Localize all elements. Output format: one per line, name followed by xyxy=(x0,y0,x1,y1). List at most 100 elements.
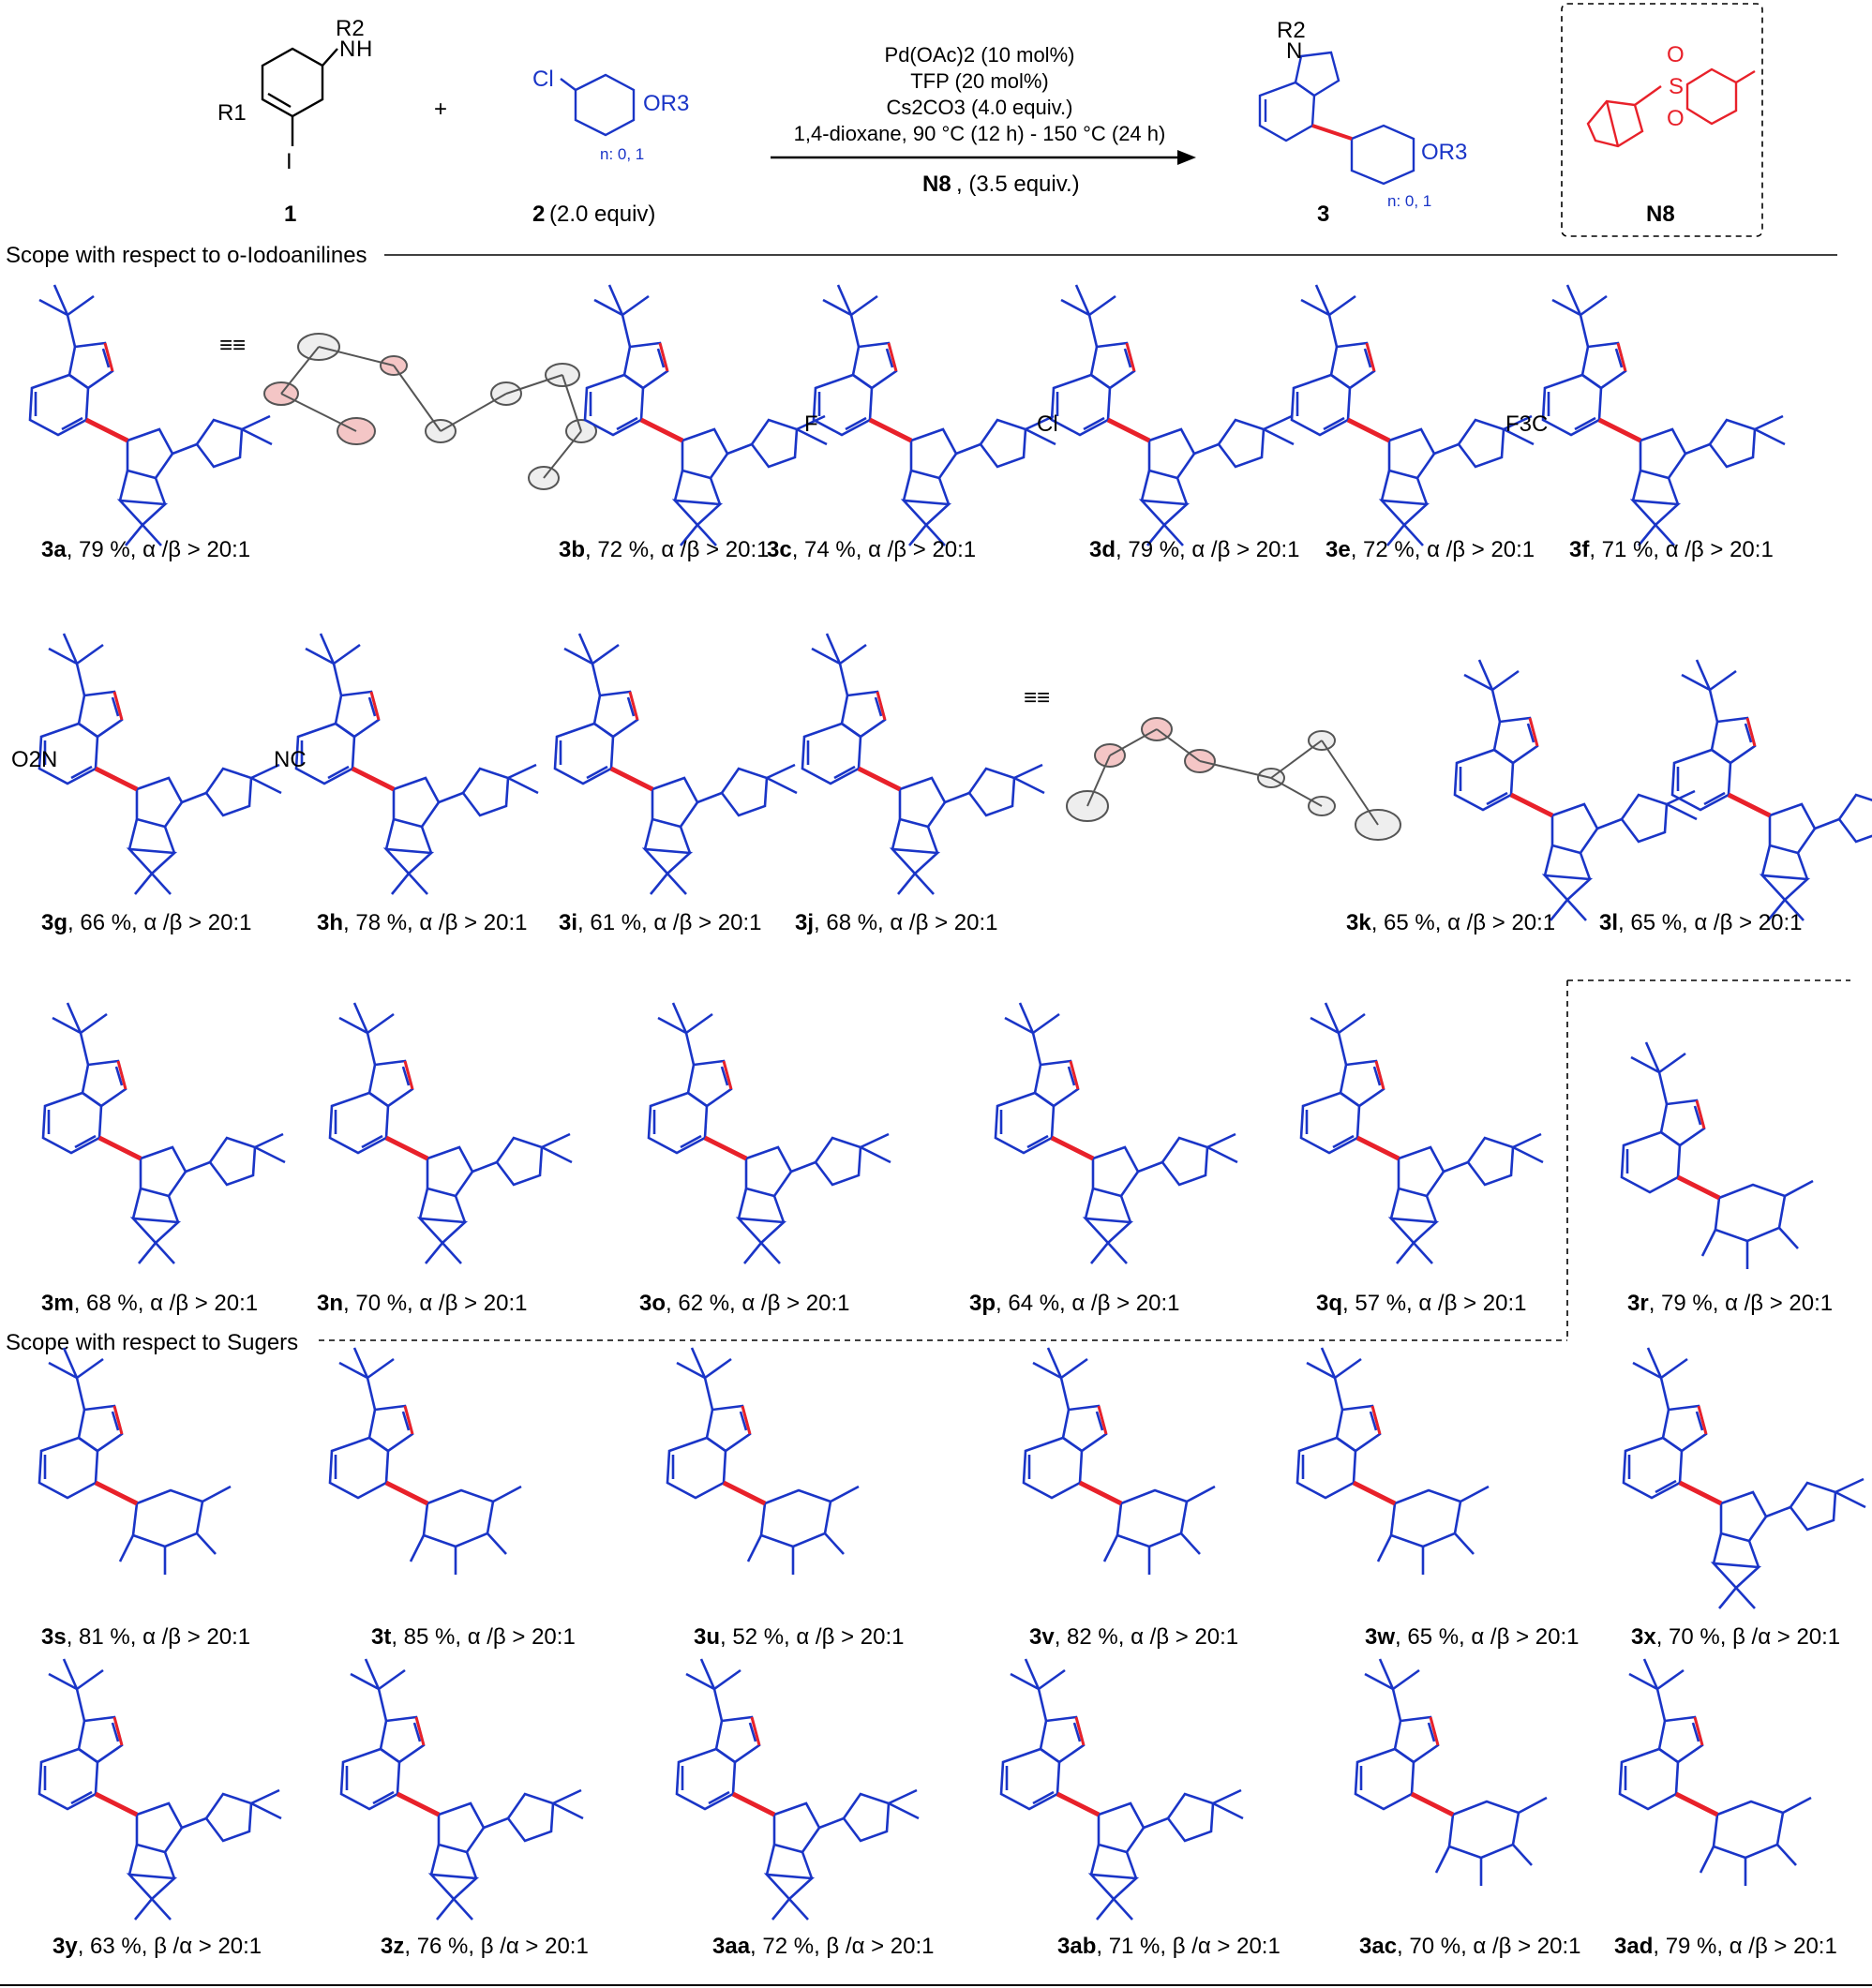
n8-structure xyxy=(1586,67,1756,148)
caption-3t: 3t, 85 %, α /β > 20:1 xyxy=(371,1624,576,1650)
caption-3c: 3c, 74 %, α /β > 20:1 xyxy=(767,537,976,562)
reagent-2-structure xyxy=(560,73,636,137)
product-3-n-range: n: 0, 1 xyxy=(1387,192,1431,210)
caption-3u: 3u, 52 %, α /β > 20:1 xyxy=(694,1624,904,1650)
caption-3z: 3z, 76 %, β /α > 20:1 xyxy=(381,1934,589,1959)
structure-3u xyxy=(667,1348,859,1575)
equiv-sign-3a: ≡≡ xyxy=(219,333,246,358)
product-3-or3: OR3 xyxy=(1421,140,1467,165)
structure-3d xyxy=(1052,285,1294,546)
caption-3n: 3n, 70 %, α /β > 20:1 xyxy=(317,1291,527,1316)
caption-3j: 3j, 68 %, α /β > 20:1 xyxy=(795,910,997,935)
structure-3m xyxy=(43,1003,285,1263)
reagent-2-equiv: (2.0 equiv) xyxy=(549,202,655,227)
caption-3d: 3d, 79 %, α /β > 20:1 xyxy=(1089,537,1299,562)
caption-3q: 3q, 57 %, α /β > 20:1 xyxy=(1316,1291,1526,1316)
structure-3n xyxy=(330,1003,572,1263)
mediator-equiv: , (3.5 equiv.) xyxy=(956,172,1080,197)
caption-3ad: 3ad, 79 %, α /β > 20:1 xyxy=(1614,1934,1837,1959)
reagent-1-label: 1 xyxy=(284,202,296,227)
substituent-3g: O2N xyxy=(11,747,57,772)
caption-3b: 3b, 72 %, α /β > 20:1 xyxy=(559,537,769,562)
substituent-3f: F3C xyxy=(1505,411,1548,437)
xray-ortep-3a xyxy=(263,333,597,490)
caption-3aa: 3aa, 72 %, β /α > 20:1 xyxy=(712,1934,935,1959)
n8-sulfur: S xyxy=(1669,74,1684,99)
caption-3y: 3y, 63 %, β /α > 20:1 xyxy=(52,1934,262,1959)
structure-3p xyxy=(996,1003,1237,1263)
product-3-label: 3 xyxy=(1317,202,1329,227)
structure-3c xyxy=(814,285,1056,546)
caption-3h: 3h, 78 %, α /β > 20:1 xyxy=(317,910,527,935)
reagent-1-iodo: I xyxy=(286,149,292,174)
structure-3g xyxy=(39,634,281,894)
caption-3f: 3f, 71 %, α /β > 20:1 xyxy=(1569,537,1774,562)
n8-label: N8 xyxy=(1646,202,1675,227)
structure-3a xyxy=(30,285,272,546)
structure-3b xyxy=(585,285,827,546)
caption-3i: 3i, 61 %, α /β > 20:1 xyxy=(559,910,761,935)
equiv-sign-3j: ≡≡ xyxy=(1024,685,1050,710)
caption-3a: 3a, 79 %, α /β > 20:1 xyxy=(41,537,250,562)
reagent-2-cl: Cl xyxy=(532,67,554,92)
structure-3v xyxy=(1024,1348,1215,1575)
structure-3f xyxy=(1543,285,1785,546)
reagent-1-r1: R1 xyxy=(217,100,247,126)
caption-3ab: 3ab, 71 %, β /α > 20:1 xyxy=(1057,1934,1280,1959)
product-3-n: N xyxy=(1286,38,1302,64)
mediator-id: N8 xyxy=(922,172,951,197)
reagent-2-n: n: 0, 1 xyxy=(600,145,644,163)
structure-3e xyxy=(1292,285,1534,546)
reagent-1-nh-label: N xyxy=(339,37,355,62)
structure-3x xyxy=(1624,1348,1865,1608)
caption-3l: 3l, 65 %, α /β > 20:1 xyxy=(1599,910,1802,935)
section-title-iodoanilines: Scope with respect to o-Iodoanilines xyxy=(6,243,367,268)
structure-3q xyxy=(1301,1003,1543,1263)
substituent-3d: Cl xyxy=(1037,411,1058,437)
structure-3k xyxy=(1455,660,1697,920)
structure-3t xyxy=(330,1348,521,1575)
caption-3ac: 3ac, 70 %, α /β > 20:1 xyxy=(1359,1934,1581,1959)
caption-3v: 3v, 82 %, α /β > 20:1 xyxy=(1029,1624,1238,1650)
substituent-3c: F xyxy=(804,411,818,437)
structure-3l xyxy=(1672,660,1872,920)
structure-3y xyxy=(39,1659,281,1920)
reagent-2-label: 2 xyxy=(532,202,545,227)
structure-3h xyxy=(296,634,538,894)
caption-3x: 3x, 70 %, β /α > 20:1 xyxy=(1631,1624,1840,1650)
reagent-2-or3: OR3 xyxy=(643,91,689,116)
structure-3o xyxy=(649,1003,891,1263)
reagent-1-structure xyxy=(261,47,338,146)
structure-3i xyxy=(555,634,797,894)
n8-oxygen-2: O xyxy=(1667,106,1685,131)
product-3-new-bond xyxy=(1311,124,1353,141)
structure-3z xyxy=(341,1659,583,1920)
n8-box xyxy=(1561,3,1763,237)
structure-3ab xyxy=(1001,1659,1243,1920)
condition-solvent: 1,4-dioxane, 90 °C (12 h) - 150 °C (24 h… xyxy=(794,122,1166,145)
condition-catalyst: Pd(OAc)2 (10 mol%) xyxy=(885,43,1075,67)
structure-3aa xyxy=(677,1659,919,1920)
reagent-1-nh-h: H xyxy=(356,37,372,62)
substituent-3h: NC xyxy=(274,747,307,772)
caption-3m: 3m, 68 %, α /β > 20:1 xyxy=(41,1291,258,1316)
caption-3p: 3p, 64 %, α /β > 20:1 xyxy=(969,1291,1179,1316)
product-3-structure xyxy=(1258,51,1415,186)
caption-3o: 3o, 62 %, α /β > 20:1 xyxy=(639,1291,849,1316)
product-3-r2: R2 xyxy=(1277,18,1306,43)
n8-oxygen-1: O xyxy=(1667,42,1685,67)
caption-3e: 3e, 72 %, α /β > 20:1 xyxy=(1325,537,1535,562)
structure-3r xyxy=(1622,1042,1813,1269)
structure-3j xyxy=(802,634,1044,894)
caption-3s: 3s, 81 %, α /β > 20:1 xyxy=(41,1624,250,1650)
plus-sign: + xyxy=(434,97,447,122)
caption-3g: 3g, 66 %, α /β > 20:1 xyxy=(41,910,251,935)
xray-ortep-3j xyxy=(1066,717,1401,841)
caption-3r: 3r, 79 %, α /β > 20:1 xyxy=(1627,1291,1833,1316)
reaction-arrowhead xyxy=(1177,150,1196,165)
structure-3ac xyxy=(1355,1659,1547,1886)
section-title-sugars: Scope with respect to Sugers xyxy=(6,1330,298,1355)
structure-3ad xyxy=(1620,1659,1811,1886)
